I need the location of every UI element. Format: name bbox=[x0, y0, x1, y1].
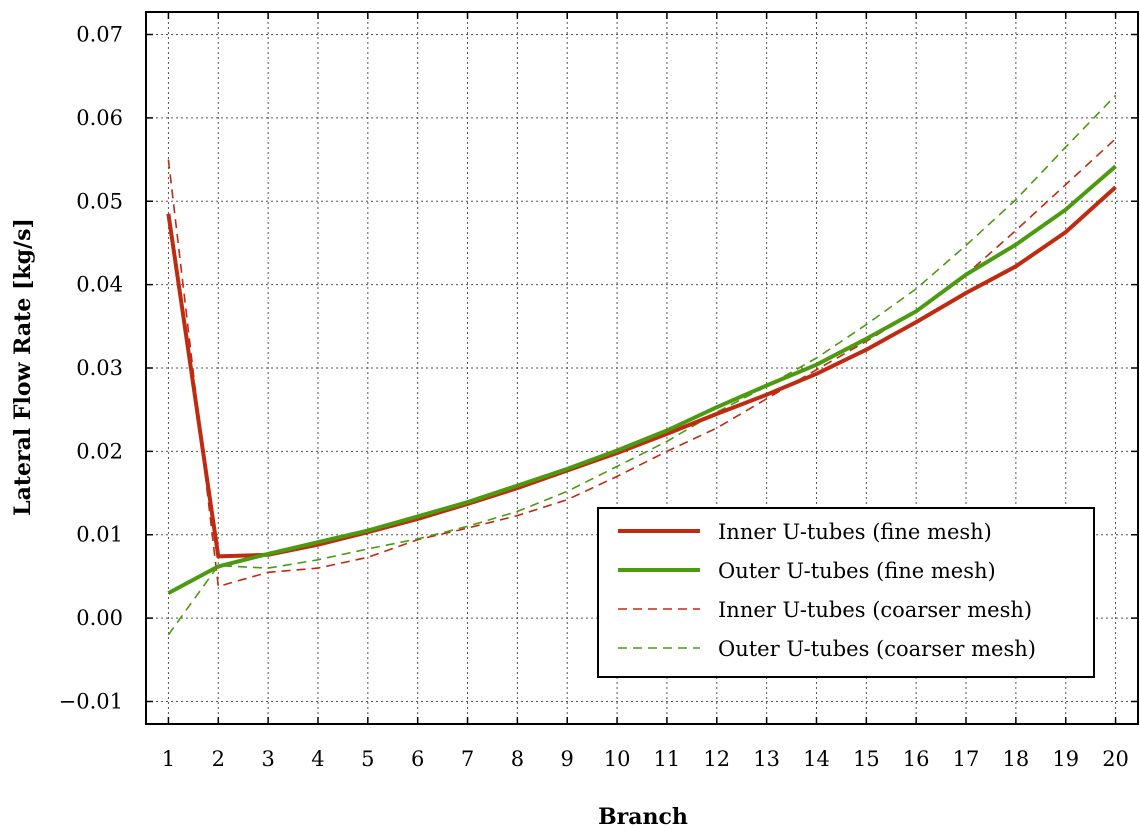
x-axis-label: Branch bbox=[598, 804, 688, 830]
x-tick-label: 9 bbox=[561, 747, 574, 771]
x-tick-label: 13 bbox=[753, 747, 780, 771]
legend-label: Outer U-tubes (fine mesh) bbox=[718, 559, 996, 583]
legend-label: Outer U-tubes (coarser mesh) bbox=[718, 637, 1036, 661]
x-tick-label: 20 bbox=[1102, 747, 1129, 771]
x-tick-label: 18 bbox=[1003, 747, 1030, 771]
y-tick-label: 0.02 bbox=[76, 439, 123, 463]
y-tick-label: 0.07 bbox=[76, 23, 123, 47]
x-tick-label: 1 bbox=[162, 747, 175, 771]
tick-marks bbox=[146, 12, 1138, 724]
series-lines bbox=[166, 94, 1117, 636]
y-tick-label: −0.01 bbox=[59, 689, 123, 713]
x-tick-label: 19 bbox=[1052, 747, 1079, 771]
y-tick-label: 0.03 bbox=[76, 356, 123, 380]
x-tick-label: 15 bbox=[853, 747, 880, 771]
y-axis-label: Lateral Flow Rate [kg/s] bbox=[10, 218, 36, 516]
legend-box bbox=[597, 507, 1095, 678]
x-tick-label: 17 bbox=[953, 747, 980, 771]
grid bbox=[146, 12, 1138, 724]
x-tick-label: 16 bbox=[903, 747, 930, 771]
series-line-1 bbox=[166, 185, 1117, 559]
x-tick-label: 5 bbox=[361, 747, 374, 771]
x-tick-label: 7 bbox=[461, 747, 474, 771]
x-tick-label: 12 bbox=[703, 747, 730, 771]
legend-label: Inner U-tubes (coarser mesh) bbox=[718, 598, 1032, 622]
x-tick-label: 3 bbox=[261, 747, 274, 771]
x-tick-labels: 1 2 3 4 5 6 7 8 9 10 11 12 13 14 15 16 17 18 19 20 bbox=[162, 747, 1129, 771]
y-tick-labels: −0.01 0.00 0.01 0.02 0.03 0.04 0.05 0.06 0.07 bbox=[59, 23, 123, 714]
y-tick-label: 0.00 bbox=[76, 606, 123, 630]
x-tick-label: 4 bbox=[311, 747, 324, 771]
y-tick-label: 0.06 bbox=[76, 106, 123, 130]
x-tick-label: 8 bbox=[511, 747, 524, 771]
y-tick-label: 0.05 bbox=[76, 189, 123, 213]
x-tick-label: 6 bbox=[411, 747, 424, 771]
x-tick-label: 10 bbox=[604, 747, 631, 771]
series-line-2 bbox=[167, 164, 1117, 595]
legend: Inner U-tubes (fine mesh) Outer U-tubes (… bbox=[597, 507, 1095, 678]
y-tick-label: 0.04 bbox=[76, 273, 123, 297]
series-line-4 bbox=[167, 94, 1117, 636]
plot-frame bbox=[145, 11, 1139, 725]
x-tick-label: 14 bbox=[803, 747, 830, 771]
x-tick-label: 11 bbox=[654, 747, 681, 771]
x-tick-label: 2 bbox=[212, 747, 225, 771]
legend-label: Inner U-tubes (fine mesh) bbox=[718, 520, 992, 544]
y-tick-label: 0.01 bbox=[76, 523, 123, 547]
